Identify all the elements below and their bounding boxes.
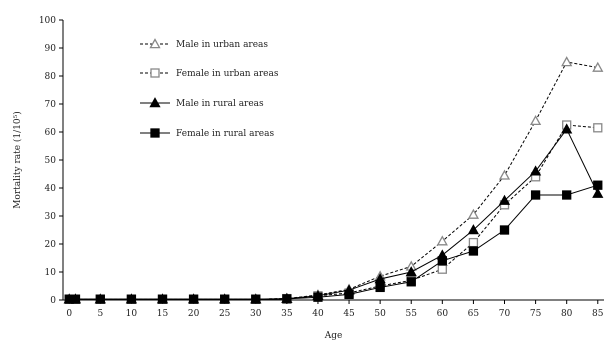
x-tick-label: 25 [219, 309, 231, 319]
x-tick-label: 60 [437, 309, 449, 319]
legend-label: Male in rural areas [176, 99, 264, 109]
series-male-urban [63, 56, 604, 304]
x-tick-label: 35 [281, 309, 293, 319]
y-tick-label: 60 [45, 128, 57, 138]
data-point [498, 194, 511, 205]
data-point [126, 294, 137, 304]
data-point [467, 224, 480, 235]
data-point [313, 292, 323, 302]
data-point [593, 123, 603, 133]
legend-label: Female in rural areas [176, 129, 274, 139]
data-point [468, 246, 479, 256]
y-tick-label: 30 [45, 212, 57, 222]
x-tick-label: 45 [343, 309, 355, 319]
data-point [562, 190, 572, 200]
y-axis-title: Mortality rate (1/10⁵) [12, 111, 23, 209]
series-line-female-rural [69, 184, 598, 300]
data-point [561, 56, 573, 67]
x-tick-label: 75 [530, 309, 542, 319]
data-point [188, 294, 199, 304]
axes: 0 10 20 30 40 50 60 70 80 90 100 0 5 10 15 20 25 30 35 40 45… [39, 16, 604, 319]
data-point [70, 294, 81, 304]
data-point [405, 266, 417, 277]
data-point [436, 235, 448, 246]
series-female-urban [64, 120, 603, 304]
legend-marker [150, 68, 160, 78]
x-axis-title: Age [324, 331, 343, 341]
legend-item-female-rural: Female in rural areas [140, 128, 274, 139]
legend-marker [149, 97, 161, 108]
data-point [529, 165, 542, 176]
legend-label: Female in urban areas [176, 69, 279, 79]
y-tick-label: 50 [45, 156, 57, 166]
x-tick-label: 70 [499, 309, 511, 319]
data-point [374, 273, 386, 284]
data-point [344, 289, 354, 300]
data-point [282, 294, 292, 304]
data-point [251, 294, 261, 304]
data-point [593, 180, 603, 190]
data-point [529, 114, 542, 126]
data-point [467, 208, 480, 219]
y-tick-label: 10 [45, 268, 57, 278]
series-female-rural [64, 180, 603, 304]
data-point [437, 264, 447, 274]
data-point [157, 294, 168, 304]
data-point [95, 294, 105, 304]
x-tick-label: 0 [66, 309, 72, 319]
legend-item-male-urban: Male in urban areas [140, 38, 268, 50]
y-tick-label: 100 [39, 16, 56, 26]
x-tick-label: 20 [188, 309, 200, 319]
x-tick-label: 30 [250, 309, 262, 319]
data-point [220, 294, 230, 304]
legend-marker [149, 38, 161, 49]
data-point [375, 282, 385, 293]
y-tick-label: 40 [45, 184, 57, 194]
x-tick-label: 65 [468, 309, 480, 319]
data-point [498, 169, 511, 180]
y-tick-label: 20 [45, 240, 57, 250]
data-point [406, 277, 416, 287]
x-tick-label: 85 [592, 309, 604, 319]
data-point [499, 225, 510, 235]
x-tick-label: 55 [406, 309, 418, 319]
data-point [437, 256, 447, 266]
x-tick-label: 15 [157, 309, 169, 319]
x-tick-label: 5 [97, 309, 103, 319]
data-point [592, 187, 604, 198]
data-point [561, 123, 573, 134]
series-layer [63, 56, 604, 304]
legend-label: Male in urban areas [176, 40, 268, 50]
data-point [468, 237, 479, 248]
y-tick-label: 70 [45, 100, 57, 110]
x-tick-label: 40 [312, 309, 324, 319]
y-tick-label: 0 [50, 296, 56, 306]
legend-marker [150, 128, 160, 138]
data-point [592, 61, 604, 72]
x-tick-label: 10 [126, 309, 138, 319]
series-line-male-urban [69, 61, 598, 300]
data-point [530, 190, 541, 200]
y-tick-label: 80 [45, 72, 57, 82]
x-tick-label: 80 [561, 309, 573, 319]
legend: Male in urban areas Female in urban areas… [140, 38, 279, 139]
series-male-rural [63, 123, 604, 304]
x-tick-label: 50 [374, 309, 386, 319]
legend-item-male-rural: Male in rural areas [140, 97, 264, 109]
legend-item-female-urban: Female in urban areas [140, 68, 279, 79]
y-tick-label: 90 [45, 44, 57, 54]
